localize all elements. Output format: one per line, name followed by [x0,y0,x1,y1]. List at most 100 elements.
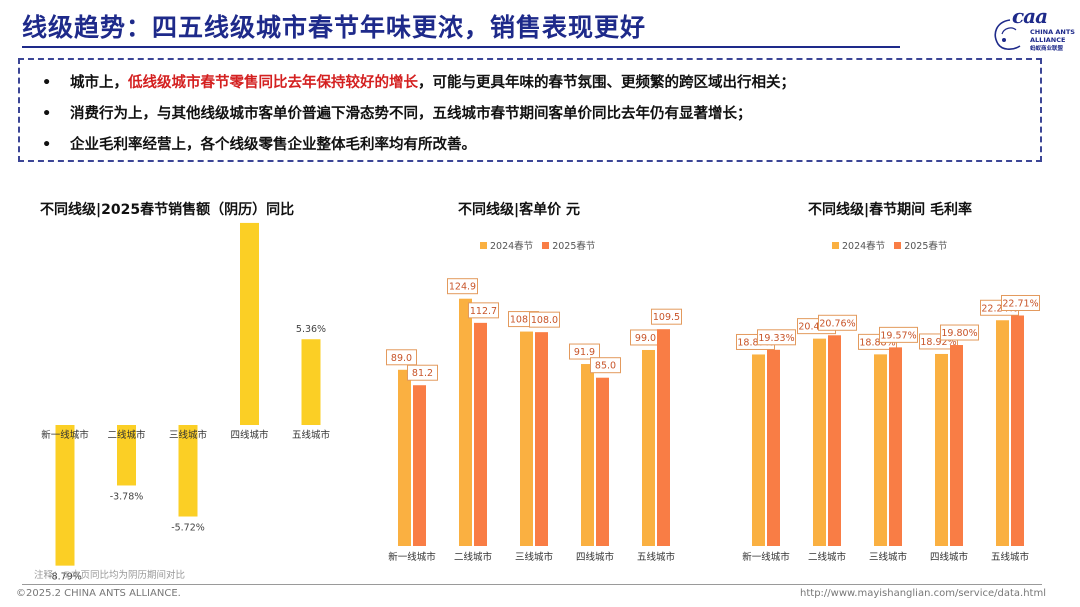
legend-item-2025: 2025春节 [542,241,595,252]
chart2-title: 不同线级|客单价 元 [458,202,580,218]
bullet-1-suffix: ，可能与更具年味的春节氛围、更频繁的跨区域出行相关； [418,75,795,91]
logo-text-line2: ALLIANCE [1030,36,1066,44]
category-label-3: 三线城市 [515,551,554,563]
bar-3-series-1 [520,331,533,546]
data-label-box-2-2 [468,302,499,319]
data-label-2-1: 124.9 [449,282,476,293]
bar-2-series-2 [474,322,487,546]
data-label-5-2: 22.71% [1002,298,1038,309]
category-label-3: 三线城市 [169,429,208,441]
category-label-1: 新一线城市 [388,551,436,563]
data-label-4-1: 91.9 [574,347,595,358]
bar-1-series-2 [767,349,780,546]
footnote: 注释：①本页同比均为阴历期间对比 [34,570,186,581]
data-label-box-2-2 [818,314,857,331]
category-label-4: 四线城市 [930,551,969,563]
summary-bullet-2: • 消费行为上，与其他线级城市客单价普遍下滑态势不同，五线城市春节期间客单价同比去… [42,102,752,123]
category-label-4: 四线城市 [576,551,615,563]
category-label-5: 五线城市 [292,429,331,441]
bar-1 [55,425,75,566]
bar-4 [240,222,259,425]
legend-swatch-2025 [542,242,550,249]
chart1-title: 不同线级|2025春节销售额（阴历）同比 [40,202,295,218]
bar-5-series-1 [642,349,655,546]
bar-4-series-2 [596,377,609,546]
data-label-2: -3.78% [110,491,144,502]
category-label-2: 二线城市 [808,551,847,563]
data-label-box-1-1 [386,349,417,366]
legend-swatch-2024 [480,242,487,249]
chart3-gross-margin: 18.87%19.33%新一线城市20.43%20.76%二线城市18.88%1… [736,294,1040,563]
data-label-5-2: 109.5 [653,312,680,323]
logo-text-cn: 蚂蚁商业联盟 [1030,46,1064,52]
legend-swatch-2024 [832,242,839,249]
bullet-2-text: 消费行为上，与其他线级城市客单价普遍下滑态势不同，五线城市春节期间客单价同比去年… [70,106,752,122]
bullet-1-highlight: 低线级城市春节零售同比去年保持较好的增长 [128,75,418,91]
legend-item-2024: 2024春节 [832,241,885,252]
bar-2-series-1 [459,298,472,546]
bullet-3-text: 企业毛利率经营上，各个线级零售企业整体毛利率均有所改善。 [70,137,476,153]
category-label-2: 二线城市 [107,429,146,441]
data-label-3-2: 19.57% [880,330,916,341]
legend-label-2025: 2025春节 [904,241,948,252]
bullet-marker: • [42,75,52,91]
bullet-marker: • [42,137,52,153]
bullet-1-prefix: 城市上， [70,75,128,91]
legend-item-2025: 2025春节 [894,241,947,252]
footer-divider [22,584,1042,585]
data-label-4-2: 19.80% [941,328,977,339]
data-label-3: -5.72% [171,523,205,534]
category-label-1: 新一线城市 [742,551,790,563]
data-label-box-1-2 [757,329,796,346]
category-label-1: 新一线城市 [41,429,89,441]
bar-4-series-1 [935,353,948,546]
bar-2-series-1 [813,338,826,546]
data-label-1: -8.79% [48,572,82,583]
data-label-2-2: 20.76% [819,318,855,329]
data-label-3-1: 18.88% [859,337,895,348]
bar-4-series-1 [581,364,594,546]
data-label-box-4-2 [590,357,621,374]
bullet-marker: • [42,106,52,122]
category-label-4: 四线城市 [230,429,269,441]
bar-2 [117,425,136,486]
summary-bullet-1: • 城市上，低线级城市春节零售同比去年保持较好的增长，可能与更具年味的春节氛围、更… [42,71,795,92]
legend-label-2025: 2025春节 [552,241,596,252]
legend-swatch-2025 [894,242,902,249]
data-label-5: 5.36% [296,324,326,335]
chart3-title: 不同线级|春节期间 毛利率 [808,202,972,218]
data-label-2-1: 20.43% [798,322,834,333]
data-label-5-1: 22.24% [981,303,1017,314]
data-label-box-1-2 [407,364,438,381]
legend-label-2024: 2024春节 [490,241,534,252]
source-url[interactable]: http://www.mayishanglian.com/service/dat… [800,588,1046,599]
bar-5 [301,339,321,425]
bar-3-series-2 [535,332,548,546]
data-label-box-3-2 [529,311,560,328]
data-label-3-1: 108.3 [510,315,537,326]
data-label-box-5-2 [1001,294,1040,311]
title-underline [22,46,900,48]
data-label-4-1: 18.92% [920,337,956,348]
data-label-1-2: 19.33% [758,333,794,344]
legend-item-2024: 2024春节 [480,241,533,252]
data-label-3-2: 108.0 [531,315,558,326]
data-label-1-2: 81.2 [412,368,433,379]
bar-1-series-1 [752,354,765,546]
summary-box: • 城市上，低线级城市春节零售同比去年保持较好的增长，可能与更具年味的春节氛围、更… [18,58,1042,162]
data-label-5-1: 99.0 [635,333,656,344]
brand-logo: caa CHINA ANTS ALLIANCE 蚂蚁商业联盟 [988,4,1075,54]
category-label-2: 二线城市 [454,551,493,563]
data-label-box-4-2 [940,324,979,341]
bar-5-series-2 [657,329,670,546]
category-label-5: 五线城市 [991,551,1030,563]
summary-bullet-3: • 企业毛利率经营上，各个线级零售企业整体毛利率均有所改善。 [42,133,476,154]
data-label-1-1: 18.87% [737,337,773,348]
category-label-3: 三线城市 [869,551,908,563]
bar-5-series-1 [996,320,1009,546]
data-label-1-1: 89.0 [391,353,412,364]
logo-text-line1: CHINA ANTS [1030,28,1075,36]
bar-3-series-1 [874,354,887,546]
data-label-box-3-2 [879,326,918,343]
